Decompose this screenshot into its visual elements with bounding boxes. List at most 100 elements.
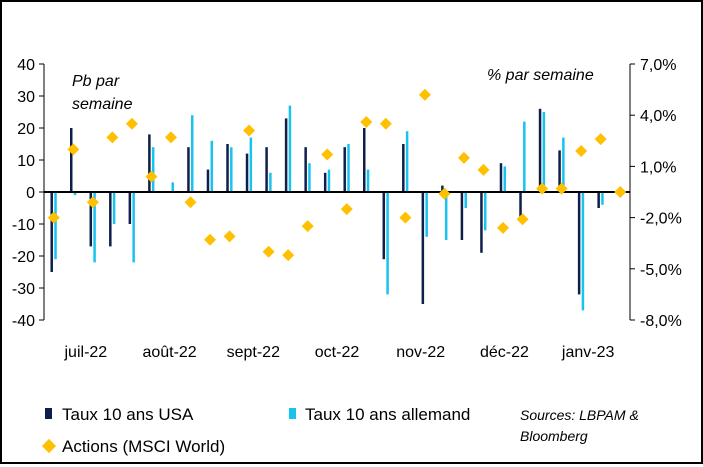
- x-tick-label: nov-22: [396, 344, 445, 361]
- marker-actions: [243, 124, 256, 137]
- bar-allemand: [444, 192, 448, 240]
- bar-allemand: [562, 137, 565, 192]
- left-tick-label: 0: [26, 185, 35, 202]
- bar-usa: [128, 192, 132, 224]
- x-tick-label: oct-22: [315, 344, 360, 361]
- bar-allemand: [425, 192, 428, 237]
- marker-actions: [438, 187, 451, 200]
- right-tick-label: 4,0%: [640, 108, 676, 125]
- right-tick-label: -5,0%: [640, 262, 682, 279]
- bar-allemand: [230, 147, 233, 192]
- legend-swatch-allemand: [289, 408, 296, 419]
- chart-svg: 40 30 20 10 0 -10 -20 -30 -40 7,0% 4,0% 1,0% -2,0% -…: [12, 57, 682, 456]
- bar-usa: [441, 185, 444, 192]
- left-tick-label: -30: [12, 281, 35, 298]
- left-tick-label: -20: [12, 249, 35, 266]
- x-tick-label: déc-22: [480, 344, 529, 361]
- left-tick-label: -10: [12, 217, 35, 234]
- marker-actions: [282, 249, 295, 262]
- left-axis-note-line1: Pb par: [72, 73, 120, 90]
- bar-allemand: [191, 115, 194, 192]
- bar-usa: [50, 192, 53, 272]
- bar-usa: [187, 147, 190, 192]
- marker-actions: [262, 245, 275, 258]
- bar-allemand: [327, 169, 331, 192]
- right-axis-ticks: 7,0% 4,0% 1,0% -2,0% -5,0% -8,0%: [630, 57, 682, 330]
- legend-swatch-usa: [45, 408, 52, 419]
- marker-actions: [145, 170, 158, 183]
- bar-allemand: [484, 192, 487, 231]
- bar-usa: [597, 192, 600, 208]
- left-axis-note-line2: semaine: [72, 96, 133, 113]
- bar-usa: [538, 108, 542, 192]
- bar-usa: [284, 118, 288, 192]
- x-tick-label: août-22: [142, 344, 196, 361]
- legend-label-actions: Actions (MSCI World): [62, 437, 225, 456]
- marker-actions: [497, 221, 510, 234]
- bar-allemand: [581, 192, 585, 311]
- marker-actions: [614, 186, 627, 198]
- bar-usa: [519, 192, 522, 221]
- bar-usa: [382, 192, 386, 260]
- right-tick-label: 1,0%: [640, 159, 676, 176]
- left-tick-label: -40: [12, 313, 35, 330]
- marker-actions: [125, 117, 138, 130]
- marker-actions: [164, 131, 177, 144]
- legend-label-usa: Taux 10 ans USA: [62, 405, 194, 424]
- right-tick-label: -2,0%: [640, 211, 682, 228]
- marker-actions: [594, 133, 607, 146]
- bar-allemand: [366, 169, 370, 192]
- bar-allemand: [171, 182, 174, 192]
- source-line2: Bloomberg: [520, 428, 588, 444]
- marker-actions: [477, 163, 490, 176]
- bar-usa: [323, 172, 327, 192]
- bar-allemand: [601, 192, 604, 205]
- bar-usa: [206, 169, 210, 192]
- marker-actions: [340, 203, 353, 216]
- legend-item-allemand: Taux 10 ans allemand: [289, 405, 470, 424]
- bar-allemand: [464, 192, 467, 208]
- bar-usa: [89, 192, 93, 247]
- bar-usa: [577, 192, 581, 295]
- bar-allemand: [151, 147, 155, 192]
- bar-allemand: [93, 192, 96, 263]
- bar-usa: [343, 147, 346, 192]
- marker-actions: [418, 88, 431, 101]
- marker-actions: [516, 213, 529, 226]
- marker-actions: [86, 196, 99, 209]
- left-tick-label: 20: [17, 121, 35, 138]
- right-axis-note: % par semaine: [487, 67, 594, 84]
- marker-actions: [536, 182, 549, 195]
- marker-actions: [321, 148, 334, 161]
- bar-usa: [363, 128, 366, 192]
- legend-label-allemand: Taux 10 ans allemand: [305, 405, 470, 424]
- bar-allemand: [112, 192, 116, 224]
- marker-actions: [360, 116, 373, 129]
- bar-usa: [265, 147, 268, 192]
- marker-actions: [457, 151, 470, 164]
- bar-allemand: [503, 166, 507, 192]
- marker-actions: [67, 143, 80, 156]
- marker-actions: [204, 233, 217, 246]
- bar-usa: [109, 192, 112, 247]
- x-tick-label: sept-22: [227, 344, 280, 361]
- bar-usa: [460, 192, 464, 240]
- bar-allemand: [132, 192, 135, 263]
- bar-usa: [480, 192, 483, 253]
- marker-actions: [301, 220, 314, 233]
- bar-usa: [304, 147, 307, 192]
- x-tick-label: janv-23: [561, 344, 615, 361]
- marker-actions: [106, 131, 119, 144]
- legend-item-usa: Taux 10 ans USA: [45, 405, 194, 424]
- legend-swatch-actions: [41, 438, 57, 454]
- bar-usa: [245, 153, 249, 192]
- marker-actions: [184, 196, 197, 209]
- plot-area: 40 30 20 10 0 -10 -20 -30 -40 7,0% 4,0% 1,0% -2,0% -…: [12, 57, 682, 361]
- marker-actions: [575, 145, 588, 158]
- marker-actions: [379, 117, 392, 130]
- left-tick-label: 10: [17, 153, 35, 170]
- marker-actions: [223, 230, 236, 243]
- left-tick-label: 40: [17, 57, 35, 74]
- bar-allemand: [523, 121, 526, 192]
